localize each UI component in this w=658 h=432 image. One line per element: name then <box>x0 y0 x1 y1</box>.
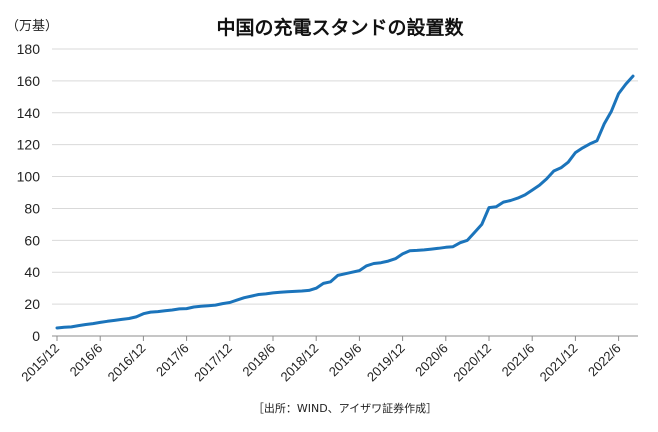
y-tick-label: 80 <box>24 200 40 216</box>
y-axis-unit-label: （万基） <box>6 19 58 34</box>
x-tick-label: 2016/12 <box>105 341 149 385</box>
series-layer <box>55 74 635 330</box>
chart-title: 中国の充電スタンドの設置数 <box>216 16 464 39</box>
y-axis-tick-labels: 0 20 40 60 80 100 120 140 160 180 <box>17 41 41 344</box>
x-tick-label: 2022/6 <box>585 341 624 380</box>
y-tick-label: 100 <box>17 169 41 185</box>
y-tick-label: 140 <box>17 105 41 121</box>
x-tick-label: 2015/12 <box>18 341 62 385</box>
y-tick-label: 0 <box>32 328 40 344</box>
x-axis-tick-labels: 2015/12 2016/6 2016/12 2017/6 2017/12 2018/6 2… <box>18 336 624 385</box>
x-tick-label: 2018/6 <box>239 341 278 380</box>
x-tick-label: 2020/6 <box>412 341 451 380</box>
x-tick-label: 2018/12 <box>277 341 321 385</box>
y-tick-label: 180 <box>17 41 41 57</box>
gridlines <box>52 48 638 305</box>
x-tick-label: 2017/12 <box>191 341 235 385</box>
x-tick-label: 2017/6 <box>153 341 192 380</box>
x-tick-label: 2021/12 <box>537 341 581 385</box>
y-tick-label: 120 <box>17 137 41 153</box>
series-line <box>55 74 635 330</box>
y-tick-label: 60 <box>24 232 40 248</box>
x-tick-label: 2019/12 <box>364 341 408 385</box>
y-tick-label: 160 <box>17 73 41 89</box>
y-tick-label: 40 <box>24 264 40 280</box>
x-tick-label: 2019/6 <box>326 341 365 380</box>
x-tick-label: 2020/12 <box>450 341 494 385</box>
x-tick-label: 2021/6 <box>499 341 538 380</box>
y-tick-label: 20 <box>24 296 40 312</box>
x-tick-label: 2016/6 <box>67 341 106 380</box>
source-note: ［出所：WIND、アイザワ証券作成］ <box>253 401 437 415</box>
